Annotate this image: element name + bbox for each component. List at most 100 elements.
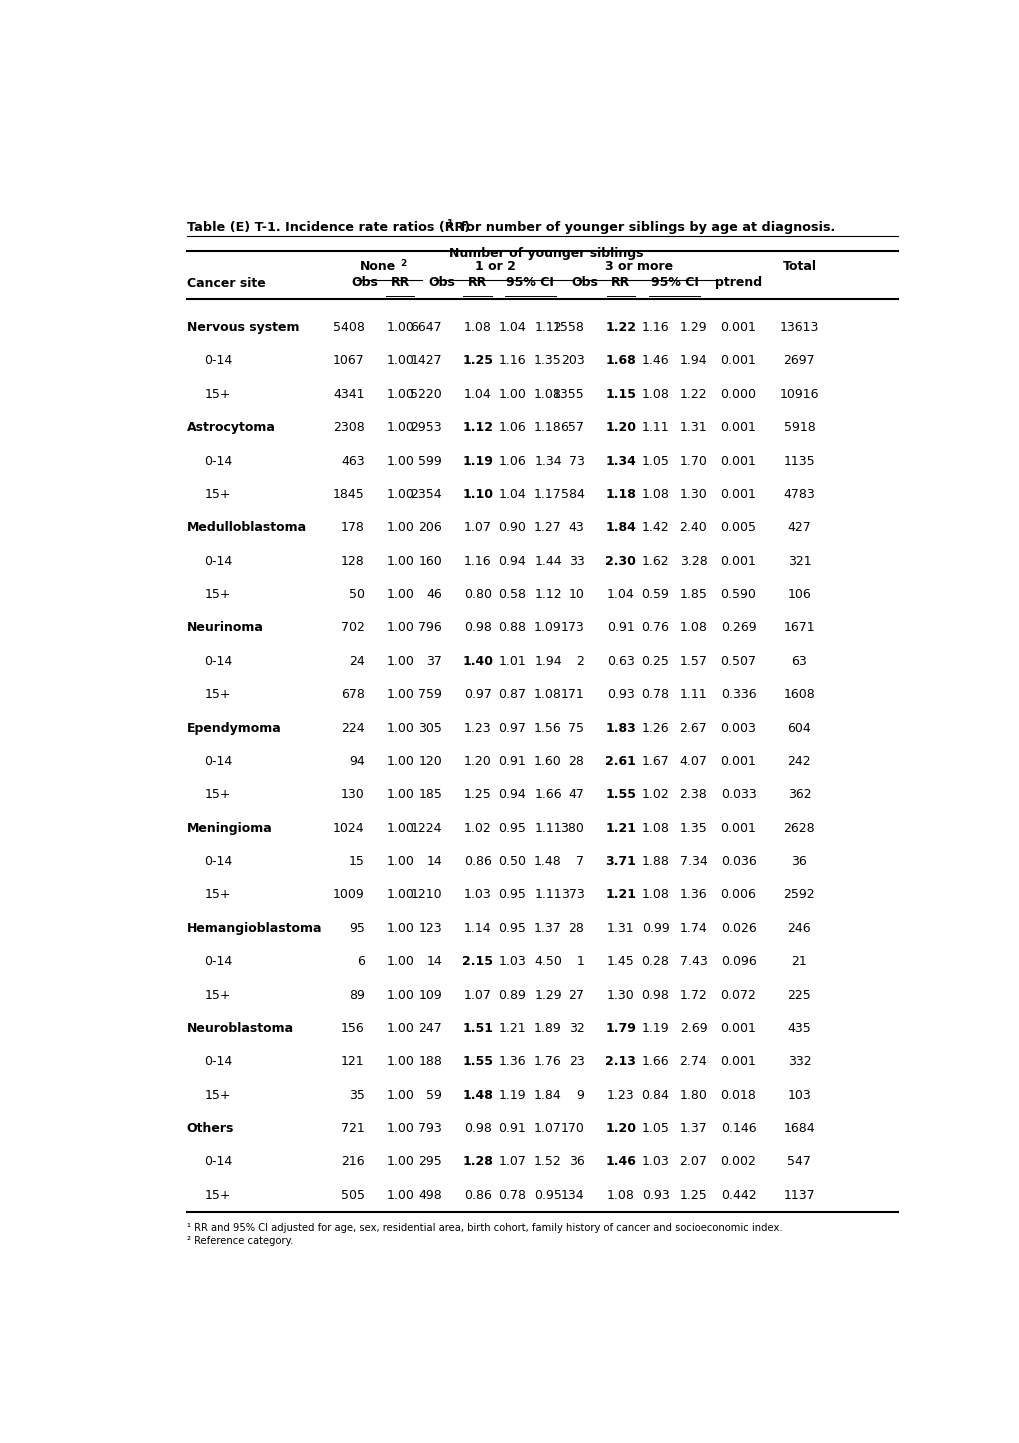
Text: 0.99: 0.99 <box>641 922 668 935</box>
Text: 1.88: 1.88 <box>641 856 668 869</box>
Text: 0.336: 0.336 <box>720 688 756 701</box>
Text: 332: 332 <box>787 1055 810 1068</box>
Text: 1.00: 1.00 <box>386 1156 414 1169</box>
Text: 1.12: 1.12 <box>462 421 493 434</box>
Text: 1.57: 1.57 <box>679 655 707 668</box>
Text: 1.16: 1.16 <box>641 322 668 335</box>
Text: 0.95: 0.95 <box>534 1189 561 1202</box>
Text: 1.03: 1.03 <box>641 1156 668 1169</box>
Text: Total: Total <box>782 260 815 273</box>
Text: 1.08: 1.08 <box>641 821 668 834</box>
Text: 246: 246 <box>787 922 810 935</box>
Text: 21: 21 <box>791 955 806 968</box>
Text: 36: 36 <box>569 1156 584 1169</box>
Text: 1135: 1135 <box>783 455 814 468</box>
Text: 0-14: 0-14 <box>204 554 232 567</box>
Text: 46: 46 <box>426 589 441 602</box>
Text: 1.40: 1.40 <box>462 655 493 668</box>
Text: 1.56: 1.56 <box>534 722 561 734</box>
Text: 1.00: 1.00 <box>386 988 414 1001</box>
Text: 1.06: 1.06 <box>498 455 526 468</box>
Text: 0.91: 0.91 <box>498 755 526 768</box>
Text: 2.30: 2.30 <box>604 554 636 567</box>
Text: 380: 380 <box>560 821 584 834</box>
Text: 1355: 1355 <box>552 388 584 401</box>
Text: 1.00: 1.00 <box>386 755 414 768</box>
Text: 1.76: 1.76 <box>534 1055 561 1068</box>
Text: 203: 203 <box>560 355 584 368</box>
Text: 1.23: 1.23 <box>606 1088 634 1102</box>
Text: 1.00: 1.00 <box>386 655 414 668</box>
Text: 321: 321 <box>787 554 810 567</box>
Text: 13613: 13613 <box>779 322 818 335</box>
Text: 1.14: 1.14 <box>464 922 491 935</box>
Text: 0.033: 0.033 <box>720 788 756 801</box>
Text: 0.001: 0.001 <box>719 554 756 567</box>
Text: 1558: 1558 <box>552 322 584 335</box>
Text: 0.94: 0.94 <box>498 554 526 567</box>
Text: 1.42: 1.42 <box>641 521 668 534</box>
Text: 1.36: 1.36 <box>679 889 706 902</box>
Text: 1.05: 1.05 <box>641 455 668 468</box>
Text: 498: 498 <box>418 1189 441 1202</box>
Text: 0.94: 0.94 <box>498 788 526 801</box>
Text: 10916: 10916 <box>779 388 818 401</box>
Text: 1.25: 1.25 <box>462 355 493 368</box>
Text: 1.51: 1.51 <box>462 1022 493 1035</box>
Text: 2628: 2628 <box>783 821 814 834</box>
Text: 73: 73 <box>568 455 584 468</box>
Text: 1.16: 1.16 <box>498 355 526 368</box>
Text: 427: 427 <box>787 521 810 534</box>
Text: 43: 43 <box>569 521 584 534</box>
Text: 0.93: 0.93 <box>641 1189 668 1202</box>
Text: 6: 6 <box>357 955 365 968</box>
Text: 295: 295 <box>418 1156 441 1169</box>
Text: 1.08: 1.08 <box>606 1189 634 1202</box>
Text: 1671: 1671 <box>783 622 814 635</box>
Text: 1.21: 1.21 <box>604 821 636 834</box>
Text: 1684: 1684 <box>783 1123 814 1136</box>
Text: 225: 225 <box>787 988 810 1001</box>
Text: 1.52: 1.52 <box>534 1156 561 1169</box>
Text: 7.43: 7.43 <box>679 955 707 968</box>
Text: 1.37: 1.37 <box>679 1123 707 1136</box>
Text: 1.00: 1.00 <box>386 688 414 701</box>
Text: 33: 33 <box>569 554 584 567</box>
Text: 0.78: 0.78 <box>641 688 668 701</box>
Text: 1.00: 1.00 <box>498 388 526 401</box>
Text: 9: 9 <box>576 1088 584 1102</box>
Text: Obs: Obs <box>428 276 455 289</box>
Text: 242: 242 <box>787 755 810 768</box>
Text: 1.00: 1.00 <box>386 322 414 335</box>
Text: 1.66: 1.66 <box>534 788 561 801</box>
Text: 1.02: 1.02 <box>464 821 491 834</box>
Text: Meningioma: Meningioma <box>186 821 272 834</box>
Text: 1.19: 1.19 <box>498 1088 526 1102</box>
Text: 1.00: 1.00 <box>386 1189 414 1202</box>
Text: 15+: 15+ <box>204 589 230 602</box>
Text: 2.13: 2.13 <box>604 1055 636 1068</box>
Text: 2592: 2592 <box>783 889 814 902</box>
Text: 1.08: 1.08 <box>641 889 668 902</box>
Text: 1.94: 1.94 <box>679 355 706 368</box>
Text: 178: 178 <box>340 521 365 534</box>
Text: Astrocytoma: Astrocytoma <box>186 421 275 434</box>
Text: 120: 120 <box>418 755 441 768</box>
Text: Medulloblastoma: Medulloblastoma <box>186 521 307 534</box>
Text: ¹ RR and 95% CI adjusted for age, sex, residential area, birth cohort, family hi: ¹ RR and 95% CI adjusted for age, sex, r… <box>186 1224 782 1234</box>
Text: 216: 216 <box>340 1156 365 1169</box>
Text: Obs: Obs <box>571 276 597 289</box>
Text: ² Reference category.: ² Reference category. <box>186 1237 292 1247</box>
Text: 1.00: 1.00 <box>386 722 414 734</box>
Text: 0.001: 0.001 <box>719 755 756 768</box>
Text: 1.79: 1.79 <box>604 1022 636 1035</box>
Text: 1.00: 1.00 <box>386 488 414 501</box>
Text: Cancer site: Cancer site <box>186 277 265 290</box>
Text: 1.03: 1.03 <box>464 889 491 902</box>
Text: 2.61: 2.61 <box>604 755 636 768</box>
Text: 0.442: 0.442 <box>720 1189 756 1202</box>
Text: 0.97: 0.97 <box>498 722 526 734</box>
Text: 1.08: 1.08 <box>534 388 561 401</box>
Text: 0.25: 0.25 <box>641 655 668 668</box>
Text: 1.04: 1.04 <box>606 589 634 602</box>
